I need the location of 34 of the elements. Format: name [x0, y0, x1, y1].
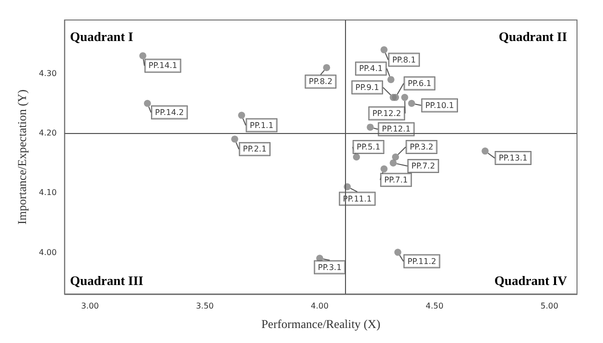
data-label: PP.12.2 — [372, 108, 402, 118]
data-label: PP.2.1 — [242, 144, 267, 154]
data-label: PP.8.1 — [392, 55, 416, 64]
x-tick-label: 5.00 — [540, 302, 558, 310]
data-label: PP.7.2 — [411, 161, 436, 170]
data-label: PP.14.1 — [148, 61, 178, 70]
data-label: PP.10.1 — [425, 100, 454, 110]
x-tick-label: 4.00 — [310, 302, 329, 310]
y-tick-label: 4.00 — [38, 248, 57, 257]
data-label: PP.3.1 — [318, 262, 342, 272]
data-label: PP.12.1 — [382, 124, 411, 134]
y-axis-title: Importance/Expectation (Y) — [15, 90, 29, 224]
data-label: PP.4.1 — [359, 64, 383, 74]
data-label: PP.13.1 — [498, 154, 528, 163]
y-tick-label: 4.10 — [38, 188, 57, 198]
data-label: PP.3.2 — [410, 142, 434, 152]
data-label: PP.9.1 — [355, 82, 380, 92]
y-tick-label: 4.20 — [38, 128, 57, 138]
data-label: PP.1.1 — [250, 120, 274, 130]
y-tick-label: 4.30 — [38, 69, 57, 78]
x-tick-label: 3.00 — [81, 302, 99, 310]
x-axis-title: Performance/Reality (X) — [261, 317, 380, 331]
data-label: PP.11.2 — [407, 256, 436, 266]
data-label: PP.8.2 — [308, 77, 332, 86]
data-label: PP.14.2 — [155, 108, 184, 117]
data-label: PP.7.1 — [384, 175, 408, 184]
data-label: PP.6.1 — [408, 78, 432, 88]
annotation: Quadrant IV — [494, 273, 568, 288]
annotation: Quadrant II — [498, 29, 568, 44]
annotation: Quadrant III — [70, 273, 144, 288]
annotation: Quadrant I — [70, 29, 134, 44]
x-tick-label: 3.50 — [196, 302, 214, 310]
data-label: PP.5.1 — [356, 142, 380, 152]
x-tick-label: 4.50 — [426, 302, 444, 310]
